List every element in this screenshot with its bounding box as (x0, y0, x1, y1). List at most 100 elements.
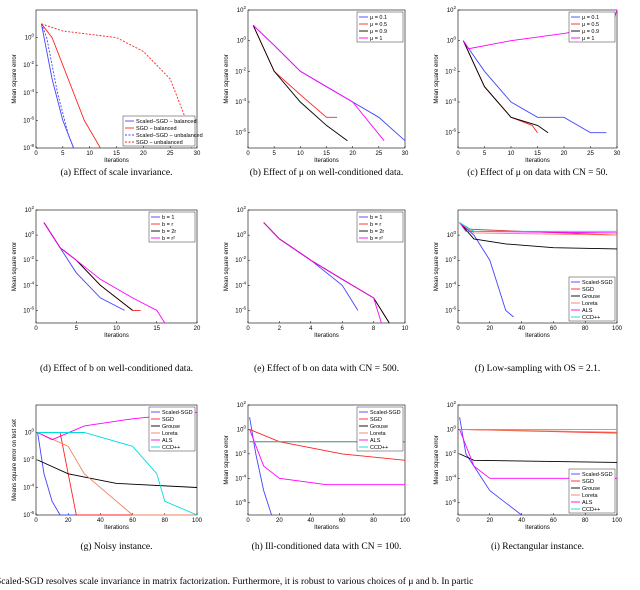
x-tick-label: 25 (587, 151, 594, 157)
y-tick-label: 10-4 (23, 88, 34, 97)
y-tick-exponent: -6 (242, 305, 246, 310)
y-axis-label: Mean square error (224, 54, 230, 103)
y-tick-base: 10 (235, 501, 242, 507)
legend-label: μ = 0.5 (370, 22, 387, 28)
y-tick-label: 10-2 (235, 449, 246, 458)
series-line (459, 429, 617, 479)
series-line (252, 24, 385, 141)
y-tick-label: 10-2 (445, 255, 456, 264)
legend-label: SGD (582, 287, 594, 293)
legend-box (148, 406, 196, 452)
y-tick-base: 10 (23, 458, 30, 464)
legend-label: b = 1 (162, 215, 174, 221)
y-axis-label: Mean square error (434, 435, 440, 484)
x-axis-label: Iterations (314, 158, 339, 164)
y-tick-base: 10 (25, 208, 32, 214)
x-tick-label: 60 (339, 518, 346, 524)
y-tick-label: 10-2 (235, 66, 246, 75)
y-tick-label: 10-6 (235, 305, 246, 314)
series-line (252, 25, 348, 142)
y-tick-base: 10 (235, 69, 242, 75)
x-tick-label: 30 (402, 151, 409, 157)
legend-box (122, 115, 196, 147)
y-tick-label: 10-6 (23, 510, 34, 519)
legend-label: b = 1 (370, 215, 382, 221)
x-tick-label: 80 (582, 518, 589, 524)
legend-label: Scaled-SGD (370, 410, 401, 416)
y-tick-base: 10 (237, 208, 244, 214)
y-tick-label: 10-8 (23, 143, 34, 152)
y-tick-label: 10-4 (23, 483, 34, 492)
x-tick-label: 80 (582, 326, 589, 332)
y-tick-base: 10 (23, 258, 30, 264)
legend-label: Loreta (582, 493, 599, 499)
x-tick-label: 20 (349, 151, 356, 157)
y-tick-label: 10-4 (445, 473, 456, 482)
legend-label: CCD++ (582, 315, 600, 321)
y-tick-label: 10-4 (445, 97, 456, 106)
y-tick-exponent: -6 (242, 498, 246, 503)
chart-caption: (g) Noisy instance. (80, 541, 152, 552)
y-tick-base: 10 (447, 39, 454, 45)
series-line (459, 222, 617, 232)
y-tick-label: 10-4 (23, 280, 34, 289)
x-tick-label: 0 (34, 518, 38, 524)
x-tick-label: 5 (61, 151, 65, 157)
chart-caption: (i) Rectangular instance. (491, 541, 584, 552)
y-tick-base: 10 (237, 403, 244, 409)
y-tick-exponent: 2 (453, 5, 456, 10)
y-tick-label: 10-2 (23, 455, 34, 464)
y-tick-label: 102 (237, 400, 247, 409)
y-tick-label: 100 (237, 36, 247, 45)
legend-label: ALS (582, 500, 593, 506)
plot-frame (457, 209, 618, 324)
y-tick-exponent: -4 (30, 88, 34, 93)
x-tick-label: 100 (612, 518, 623, 524)
y-tick-base: 10 (445, 501, 452, 507)
chart-caption: (a) Effect of scale invariance. (61, 167, 173, 178)
y-tick-exponent: -2 (30, 60, 34, 65)
x-tick-label: 0 (246, 518, 250, 524)
y-tick-base: 10 (447, 403, 454, 409)
legend-box (568, 276, 616, 322)
x-tick-label: 0 (456, 518, 460, 524)
legend-label: SGD − balanced (136, 126, 177, 132)
x-tick-label: 8 (372, 326, 376, 332)
legend-box (356, 406, 404, 452)
x-tick-label: 40 (307, 518, 314, 524)
y-tick-exponent: 2 (243, 5, 246, 10)
y-tick-exponent: -2 (30, 455, 34, 460)
x-tick-label: 6 (341, 326, 345, 332)
y-axis-label: Means square error on test set (12, 419, 18, 501)
y-tick-exponent: 0 (453, 424, 456, 429)
legend-label: Loreta (370, 431, 387, 437)
y-tick-label: 10-6 (445, 305, 456, 314)
y-tick-label: 100 (237, 424, 247, 433)
y-tick-base: 10 (235, 476, 242, 482)
y-tick-label: 100 (237, 230, 247, 239)
x-tick-label: 5 (75, 326, 79, 332)
chart-caption: (f) Low-sampling with OS = 2.1. (475, 363, 600, 374)
figure-caption: Scaled-SGD resolves scale invariance in … (0, 576, 473, 587)
x-tick-label: 0 (34, 326, 38, 332)
series-line (43, 222, 141, 311)
legend-label: CCD++ (582, 507, 600, 513)
y-tick-base: 10 (23, 63, 30, 69)
y-tick-base: 10 (445, 100, 452, 106)
legend-label: b = r (162, 222, 173, 228)
y-tick-exponent: 0 (31, 428, 34, 433)
y-tick-label: 10-2 (23, 60, 34, 69)
legend-label: b = r² (370, 236, 383, 242)
legend-label: μ = 0.9 (370, 29, 387, 35)
y-tick-label: 100 (25, 230, 35, 239)
chart-caption: (e) Effect of b on data with CN = 500. (254, 363, 399, 374)
x-tick-label: 80 (370, 518, 377, 524)
y-tick-exponent: -2 (30, 255, 34, 260)
series-line (249, 429, 405, 486)
legend-label: Grouse (162, 424, 180, 430)
x-axis-label: Iterations (314, 525, 339, 531)
y-tick-base: 10 (445, 69, 452, 75)
y-tick-label: 10-6 (235, 498, 246, 507)
